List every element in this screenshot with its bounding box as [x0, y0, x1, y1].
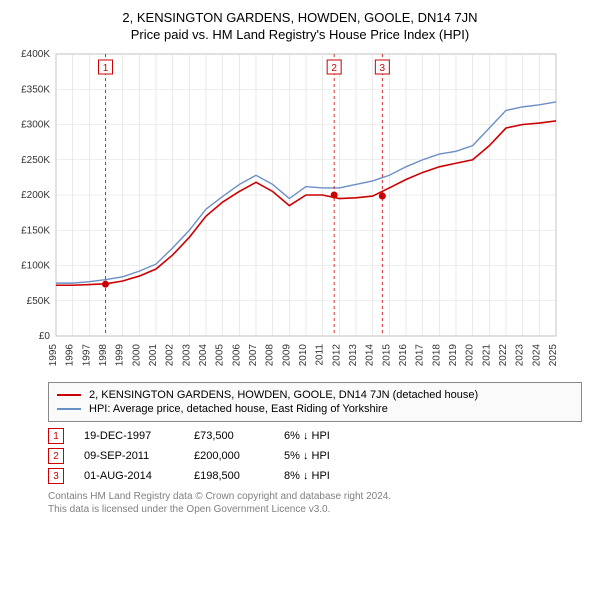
svg-text:£400K: £400K	[21, 49, 50, 60]
legend: 2, KENSINGTON GARDENS, HOWDEN, GOOLE, DN…	[48, 382, 582, 422]
attribution: Contains HM Land Registry data © Crown c…	[48, 490, 582, 516]
legend-swatch-property	[57, 394, 81, 396]
legend-label-hpi: HPI: Average price, detached house, East…	[89, 403, 388, 415]
sale-date: 09-SEP-2011	[84, 450, 174, 462]
sale-price: £198,500	[194, 470, 264, 482]
svg-text:2000: 2000	[131, 344, 142, 367]
svg-text:2006: 2006	[231, 344, 242, 367]
svg-text:2: 2	[331, 63, 337, 74]
legend-label-property: 2, KENSINGTON GARDENS, HOWDEN, GOOLE, DN…	[89, 389, 478, 401]
svg-text:2022: 2022	[498, 344, 509, 367]
svg-text:2003: 2003	[181, 344, 192, 367]
svg-text:2020: 2020	[465, 344, 476, 367]
svg-text:2017: 2017	[415, 344, 426, 367]
svg-text:3: 3	[380, 63, 386, 74]
svg-text:1996: 1996	[65, 344, 76, 367]
legend-row-property: 2, KENSINGTON GARDENS, HOWDEN, GOOLE, DN…	[57, 389, 573, 401]
svg-text:1998: 1998	[98, 344, 109, 367]
sale-date: 19-DEC-1997	[84, 430, 174, 442]
svg-text:2002: 2002	[165, 344, 176, 367]
sales-table: 1 19-DEC-1997 £73,500 6% ↓ HPI 2 09-SEP-…	[48, 428, 582, 484]
legend-swatch-hpi	[57, 408, 81, 410]
attribution-line1: Contains HM Land Registry data © Crown c…	[48, 490, 582, 503]
sale-badge: 1	[48, 428, 64, 444]
svg-text:2005: 2005	[215, 344, 226, 367]
svg-text:2008: 2008	[265, 344, 276, 367]
svg-text:£50K: £50K	[27, 296, 51, 307]
svg-text:£300K: £300K	[21, 120, 50, 131]
sale-row: 2 09-SEP-2011 £200,000 5% ↓ HPI	[48, 448, 582, 464]
svg-text:2016: 2016	[398, 344, 409, 367]
svg-text:£100K: £100K	[21, 261, 50, 272]
sale-row: 1 19-DEC-1997 £73,500 6% ↓ HPI	[48, 428, 582, 444]
svg-text:2009: 2009	[281, 344, 292, 367]
svg-text:2012: 2012	[331, 344, 342, 367]
svg-text:2010: 2010	[298, 344, 309, 367]
price-chart: £0 £50K £100K £150K £200K £250K £300K £350K £400…	[8, 46, 592, 376]
sale-date: 01-AUG-2014	[84, 470, 174, 482]
svg-text:£200K: £200K	[21, 190, 50, 201]
svg-text:£350K: £350K	[21, 84, 50, 95]
svg-text:1999: 1999	[115, 344, 126, 367]
svg-text:1: 1	[103, 63, 109, 74]
sale-badge: 2	[48, 448, 64, 464]
chart-svg: £0 £50K £100K £150K £200K £250K £300K £350K £400…	[8, 46, 568, 376]
svg-text:2019: 2019	[448, 344, 459, 367]
legend-row-hpi: HPI: Average price, detached house, East…	[57, 403, 573, 415]
svg-text:2023: 2023	[515, 344, 526, 367]
svg-text:2001: 2001	[148, 344, 159, 367]
svg-text:1997: 1997	[81, 344, 92, 367]
sale-diff: 8% ↓ HPI	[284, 470, 374, 482]
title-address: 2, KENSINGTON GARDENS, HOWDEN, GOOLE, DN…	[8, 10, 592, 25]
svg-text:2014: 2014	[365, 344, 376, 367]
svg-text:£150K: £150K	[21, 225, 50, 236]
sale-diff: 6% ↓ HPI	[284, 430, 374, 442]
svg-text:2025: 2025	[548, 344, 559, 367]
chart-title-block: 2, KENSINGTON GARDENS, HOWDEN, GOOLE, DN…	[8, 10, 592, 42]
sale-diff: 5% ↓ HPI	[284, 450, 374, 462]
sale-price: £200,000	[194, 450, 264, 462]
svg-text:2015: 2015	[381, 344, 392, 367]
sale-badge: 3	[48, 468, 64, 484]
svg-text:2004: 2004	[198, 344, 209, 367]
svg-text:1995: 1995	[48, 344, 59, 367]
svg-text:2007: 2007	[248, 344, 259, 367]
svg-text:2021: 2021	[481, 344, 492, 367]
sale-price: £73,500	[194, 430, 264, 442]
svg-text:2018: 2018	[431, 344, 442, 367]
sale-row: 3 01-AUG-2014 £198,500 8% ↓ HPI	[48, 468, 582, 484]
svg-text:2011: 2011	[315, 344, 326, 366]
svg-text:2013: 2013	[348, 344, 359, 367]
attribution-line2: This data is licensed under the Open Gov…	[48, 503, 582, 516]
svg-text:£250K: £250K	[21, 155, 50, 166]
svg-text:2024: 2024	[531, 344, 542, 367]
svg-text:£0: £0	[39, 331, 51, 342]
title-subtitle: Price paid vs. HM Land Registry's House …	[8, 27, 592, 42]
